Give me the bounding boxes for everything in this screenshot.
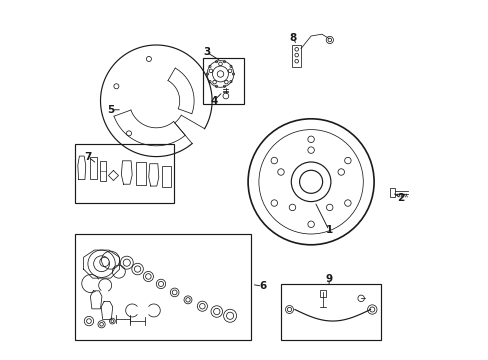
Circle shape — [100, 257, 109, 267]
Bar — [75, 144, 173, 203]
Bar — [389, 188, 394, 197]
Bar — [75, 234, 250, 340]
Bar — [319, 290, 325, 297]
Bar — [280, 284, 381, 340]
Text: 8: 8 — [289, 33, 296, 43]
Text: 6: 6 — [258, 281, 265, 291]
Bar — [203, 58, 244, 104]
Bar — [162, 166, 170, 186]
Bar — [136, 162, 146, 185]
Text: 9: 9 — [325, 274, 332, 284]
Text: 2: 2 — [397, 193, 404, 203]
Bar — [90, 157, 96, 179]
Bar — [292, 45, 301, 67]
Bar — [100, 161, 105, 181]
Text: 3: 3 — [203, 47, 210, 57]
Text: 5: 5 — [107, 105, 114, 115]
Text: 7: 7 — [84, 152, 91, 162]
Text: 4: 4 — [210, 96, 217, 106]
Text: 1: 1 — [325, 225, 332, 235]
